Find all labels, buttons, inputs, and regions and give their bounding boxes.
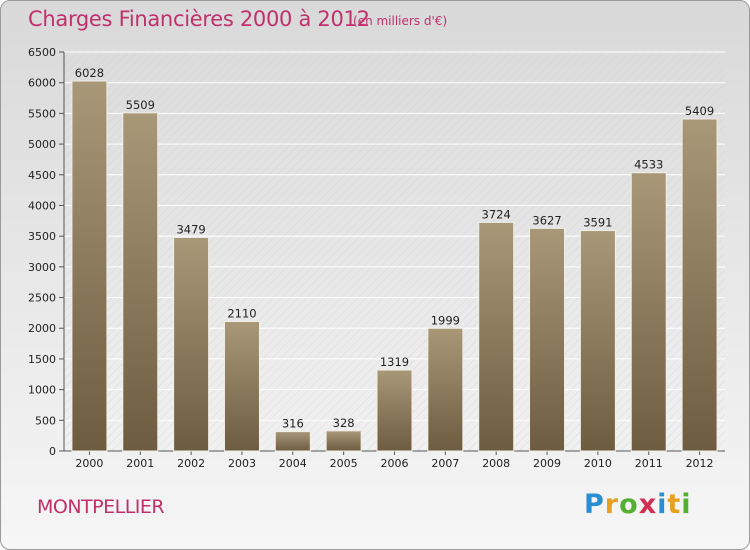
bar <box>681 118 718 452</box>
x-tick-label: 2010 <box>584 457 612 470</box>
bar <box>630 172 667 452</box>
bar <box>71 80 108 452</box>
bar <box>427 327 464 452</box>
bar <box>579 230 616 452</box>
data-label: 2110 <box>227 306 256 320</box>
data-label: 3591 <box>583 216 612 230</box>
chart-title: Charges Financières 2000 à 2012 <box>28 7 370 31</box>
y-tick-label: 4000 <box>28 199 56 212</box>
y-tick-label: 6000 <box>28 77 56 90</box>
data-label: 3627 <box>532 213 561 227</box>
data-label: 1999 <box>431 313 460 327</box>
bar <box>478 221 515 452</box>
x-tick-label: 2012 <box>686 457 714 470</box>
y-tick-label: 2500 <box>28 292 56 305</box>
y-tick-label: 1500 <box>28 353 56 366</box>
y-tick-label: 5500 <box>28 107 56 120</box>
data-label: 316 <box>282 417 304 431</box>
y-tick-label: 3000 <box>28 261 56 274</box>
data-label: 1319 <box>380 355 409 369</box>
x-tick-label: 2011 <box>635 457 663 470</box>
y-tick-label: 1000 <box>28 384 56 397</box>
bar <box>173 236 210 452</box>
bar <box>325 430 362 452</box>
data-label: 5509 <box>126 98 155 112</box>
proxiti-logo: Proxiti <box>584 489 692 520</box>
x-tick-label: 2004 <box>279 457 307 470</box>
data-label: 3479 <box>176 222 205 236</box>
bar <box>274 431 311 452</box>
y-tick-label: 500 <box>35 414 56 427</box>
x-tick-label: 2007 <box>431 457 459 470</box>
data-label: 328 <box>333 416 355 430</box>
x-tick-label: 2008 <box>482 457 510 470</box>
data-label: 4533 <box>634 158 663 172</box>
data-label: 5409 <box>685 104 714 118</box>
x-tick-label: 2005 <box>330 457 358 470</box>
x-tick-label: 2009 <box>533 457 561 470</box>
y-tick-label: 5000 <box>28 138 56 151</box>
bar <box>122 112 159 452</box>
y-tick-label: 3500 <box>28 230 56 243</box>
y-tick-label: 2000 <box>28 322 56 335</box>
city-name: MONTPELLIER <box>37 496 165 518</box>
data-label: 6028 <box>75 66 104 80</box>
y-tick-label: 4500 <box>28 169 56 182</box>
x-tick-label: 2002 <box>177 457 205 470</box>
bar <box>223 320 260 452</box>
x-tick-label: 2006 <box>381 457 409 470</box>
x-tick-label: 2000 <box>75 457 103 470</box>
chart-subtitle: (en milliers d'€) <box>353 14 448 28</box>
bar <box>376 369 413 452</box>
x-tick-label: 2003 <box>228 457 256 470</box>
y-tick-label: 6500 <box>28 46 56 59</box>
x-tick-label: 2001 <box>126 457 154 470</box>
y-tick-label: 0 <box>49 445 56 458</box>
bar <box>529 227 566 452</box>
data-label: 3724 <box>482 207 511 221</box>
